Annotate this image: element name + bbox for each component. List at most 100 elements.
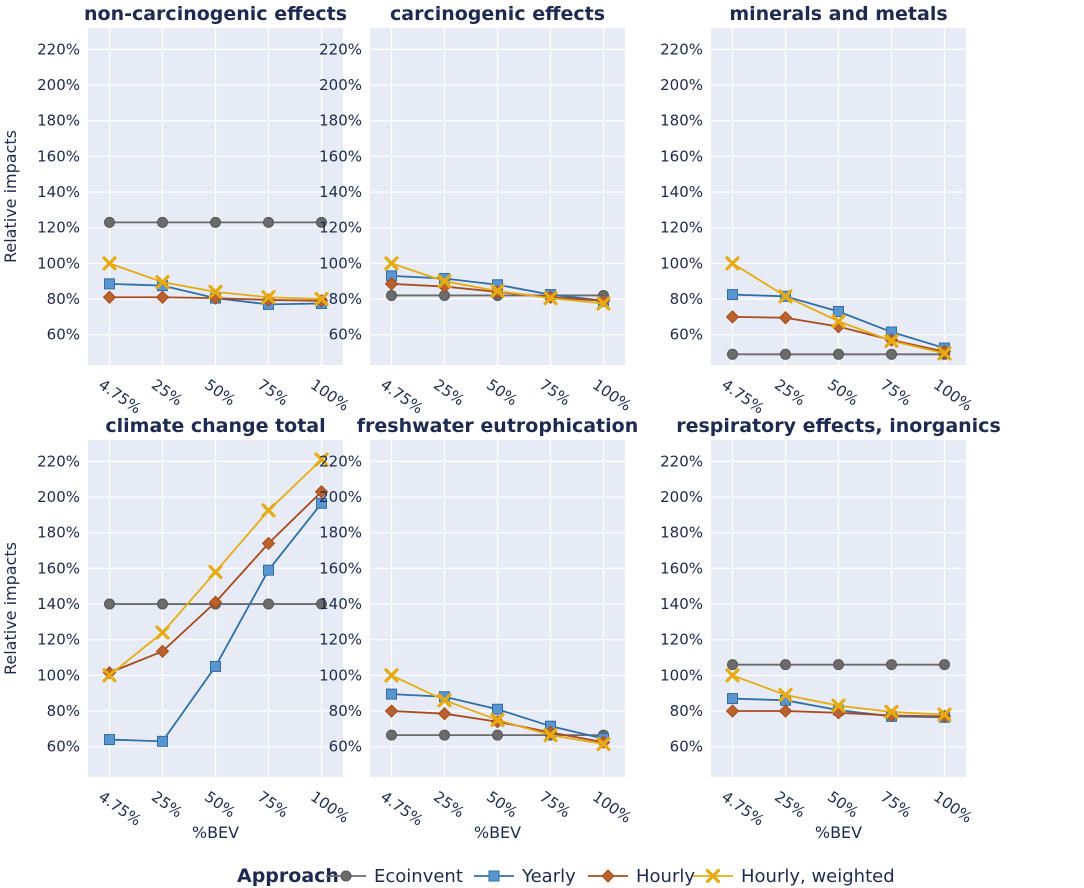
y-tick-label: 80% bbox=[670, 290, 703, 308]
legend-marker bbox=[340, 870, 352, 882]
y-tick-label: 80% bbox=[329, 290, 362, 308]
y-axis-title: Relative impacts bbox=[1, 542, 20, 675]
legend-marker bbox=[705, 868, 721, 884]
subplot-2: 60% 80% 100% 120% 140% 160% 180% 200% 220% 4.75% 2… bbox=[319, 3, 635, 418]
y-tick-label: 220% bbox=[319, 452, 362, 470]
data-point bbox=[104, 216, 115, 228]
series-hourly-weighted bbox=[725, 256, 952, 361]
data-point bbox=[727, 659, 738, 671]
y-tick-label: 180% bbox=[319, 112, 362, 130]
x-tick-label: 100% bbox=[930, 376, 975, 415]
data-point bbox=[104, 278, 115, 290]
y-tick-label: 220% bbox=[660, 40, 703, 58]
data-point bbox=[386, 688, 397, 700]
subplot-1: 60% 80% 100% 120% 140% 160% 180% 200% 220% 4.75% 2… bbox=[1, 3, 353, 418]
y-tick-label: 60% bbox=[47, 326, 80, 344]
y-tick-label: 60% bbox=[670, 738, 703, 756]
data-point bbox=[104, 598, 115, 610]
y-tick-label: 60% bbox=[47, 738, 80, 756]
y-tick-label: 120% bbox=[319, 219, 362, 237]
data-point bbox=[384, 256, 399, 271]
data-point bbox=[727, 289, 738, 301]
legend-item-4: Hourly, weighted bbox=[693, 866, 895, 887]
x-tick-label: 25% bbox=[430, 376, 468, 410]
y-tick-label: 160% bbox=[660, 147, 703, 165]
x-axis-title: %BEV bbox=[192, 823, 239, 842]
legend-item-3: Hourly bbox=[588, 866, 695, 887]
data-point bbox=[780, 659, 791, 671]
y-tick-label: 140% bbox=[37, 595, 80, 613]
data-point bbox=[886, 659, 897, 671]
panels-layer: 60%80%100%120%140%160%180%200%220%4.75% 2… bbox=[1, 3, 1001, 842]
x-tick-label: 100% bbox=[589, 788, 634, 827]
x-tick-label: 75% bbox=[536, 376, 574, 410]
subplot-4: 60% 80% 100% 120% 140% 160% 180% 200% 220% 4.75% 2… bbox=[1, 415, 353, 842]
x-tick-label: 50% bbox=[824, 376, 862, 410]
legend-label: Hourly, weighted bbox=[741, 866, 895, 887]
series-hourly bbox=[725, 704, 952, 724]
data-point bbox=[208, 284, 223, 299]
x-tick-label: 100% bbox=[930, 788, 975, 827]
data-point bbox=[490, 712, 505, 728]
y-tick-label: 100% bbox=[660, 666, 703, 684]
data-point bbox=[831, 698, 846, 713]
data-point bbox=[104, 734, 115, 746]
y-tick-label: 120% bbox=[660, 219, 703, 237]
data-point bbox=[596, 736, 611, 752]
x-tick-label: 75% bbox=[536, 788, 574, 822]
y-tick-label: 80% bbox=[670, 702, 703, 720]
x-tick-label: 4.75% bbox=[377, 376, 426, 418]
y-tick-label: 180% bbox=[660, 112, 703, 130]
data-point bbox=[439, 729, 450, 741]
data-point bbox=[884, 708, 899, 723]
data-point bbox=[155, 290, 170, 304]
data-point bbox=[263, 564, 274, 576]
subplot-title: carcinogenic effects bbox=[390, 3, 605, 25]
data-point bbox=[437, 693, 452, 708]
y-tick-label: 200% bbox=[37, 488, 80, 506]
y-tick-label: 60% bbox=[329, 738, 362, 756]
data-point bbox=[831, 314, 846, 329]
subplot-6: 60% 80% 100% 120% 140% 160% 180% 200% 220% 4.75% 2… bbox=[660, 415, 1001, 842]
legend-item-2: Yearly bbox=[474, 866, 576, 887]
data-point bbox=[778, 311, 793, 325]
subplot-title: non-carcinogenic effects bbox=[84, 3, 347, 25]
data-point bbox=[263, 598, 274, 610]
series-hourly-weighted bbox=[384, 668, 611, 752]
y-tick-label: 60% bbox=[670, 326, 703, 344]
data-point bbox=[386, 729, 397, 741]
data-point bbox=[386, 289, 397, 301]
data-point bbox=[778, 289, 793, 304]
x-tick-label: 75% bbox=[877, 376, 915, 410]
y-tick-label: 140% bbox=[660, 595, 703, 613]
legend-marker bbox=[601, 869, 615, 883]
data-point bbox=[437, 274, 452, 289]
legend-label: Ecoinvent bbox=[374, 866, 463, 887]
data-point bbox=[725, 310, 740, 324]
y-tick-label: 100% bbox=[37, 254, 80, 272]
y-axis-title: Relative impacts bbox=[1, 130, 20, 263]
data-point bbox=[543, 727, 558, 743]
x-tick-label: 4.75% bbox=[95, 376, 144, 418]
y-tick-label: 160% bbox=[660, 559, 703, 577]
data-point bbox=[937, 707, 952, 722]
y-tick-label: 200% bbox=[660, 76, 703, 94]
legend-marker bbox=[488, 870, 500, 882]
y-tick-label: 160% bbox=[319, 147, 362, 165]
y-tick-label: 220% bbox=[37, 40, 80, 58]
data-point bbox=[937, 346, 952, 361]
y-tick-label: 80% bbox=[47, 702, 80, 720]
legend: Approach Ecoinvent Yearly Hourly Hourly, wei… bbox=[237, 865, 895, 887]
x-tick-label: 100% bbox=[307, 788, 352, 827]
x-tick-label: 100% bbox=[589, 376, 634, 415]
data-point bbox=[157, 216, 168, 228]
y-tick-label: 100% bbox=[37, 666, 80, 684]
legend-item-1: Ecoinvent bbox=[326, 866, 463, 887]
data-point bbox=[210, 216, 221, 228]
x-tick-label: 75% bbox=[254, 376, 292, 410]
data-point bbox=[316, 216, 327, 228]
data-point bbox=[384, 704, 399, 718]
data-point bbox=[778, 687, 793, 703]
data-point bbox=[833, 659, 844, 671]
series-hourly-weighted bbox=[102, 452, 329, 683]
